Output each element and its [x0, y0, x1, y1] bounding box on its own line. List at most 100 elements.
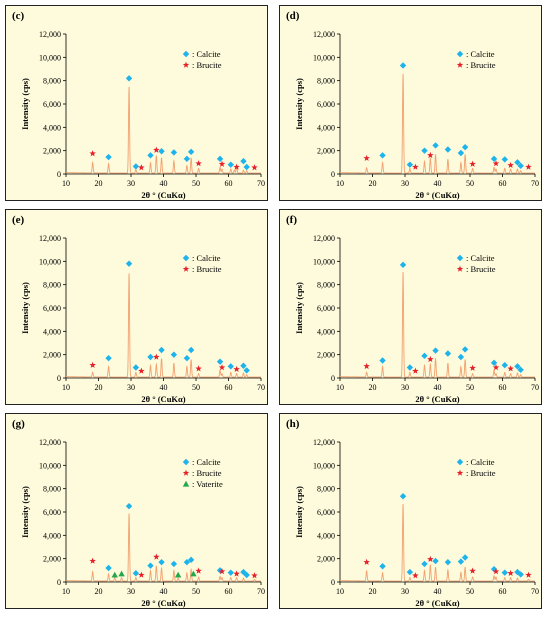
- x-tick-label: 60: [225, 383, 233, 392]
- calcite-marker: [216, 358, 224, 365]
- calcite-marker: [243, 571, 250, 579]
- calcite-marker: [406, 161, 414, 168]
- calcite-marker: [147, 562, 154, 569]
- y-tick-label: 4,000: [317, 327, 335, 336]
- calcite-marker: [187, 346, 195, 354]
- x-tick-label: 50: [466, 587, 474, 596]
- calcite-marker: [183, 155, 191, 163]
- brucite-marker: [89, 361, 96, 368]
- y-axis-title: Intensity (cps): [294, 486, 304, 538]
- x-tick-label: 20: [95, 383, 103, 392]
- y-tick-label: 4,000: [43, 531, 61, 540]
- calcite-marker: [399, 493, 407, 500]
- brucite-marker: [525, 571, 532, 578]
- brucite-marker: [218, 160, 226, 167]
- xrd-trace: [66, 86, 261, 174]
- brucite-marker: [233, 570, 240, 577]
- calcite-marker: [457, 149, 465, 157]
- calcite-marker: [216, 155, 224, 163]
- calcite-marker: [227, 569, 234, 576]
- x-tick-label: 40: [434, 179, 442, 188]
- brucite-marker: [153, 553, 160, 560]
- y-tick-label: 0: [57, 578, 61, 587]
- brucite-marker: [218, 568, 226, 575]
- legend-label-calcite: : Calcite: [192, 253, 221, 263]
- y-tick-label: 2,000: [317, 555, 335, 564]
- y-tick-label: 10,000: [313, 53, 335, 62]
- x-tick-label: 40: [434, 587, 442, 596]
- brucite-marker: [427, 355, 434, 363]
- brucite-marker: [427, 151, 434, 159]
- y-axis-title: Intensity (cps): [20, 486, 30, 538]
- brucite-marker: [89, 150, 96, 157]
- vaterite-marker: [174, 571, 182, 578]
- y-tick-label: 10,000: [39, 257, 61, 266]
- calcite-marker: [147, 353, 154, 361]
- calcite-marker: [406, 364, 414, 371]
- y-tick-label: 12,000: [313, 234, 335, 243]
- calcite-marker: [399, 62, 407, 69]
- panel-label: (d): [286, 10, 300, 22]
- brucite-marker: [507, 365, 514, 372]
- calcite-marker: [187, 148, 195, 156]
- calcite-marker: [421, 147, 428, 154]
- y-tick-label: 6,000: [317, 508, 335, 517]
- y-tick-label: 4,000: [43, 327, 61, 336]
- y-tick-label: 12,000: [313, 438, 335, 447]
- xrd-trace: [340, 272, 535, 378]
- xrd-chart-e: 0 2,000 4,000 6,000 8,000 10,000 12,000 10 20 30 4…: [20, 234, 265, 404]
- calcite-marker: [183, 354, 191, 362]
- x-tick-label: 40: [160, 383, 168, 392]
- calcite-marker: [501, 156, 508, 163]
- calcite-marker: [158, 558, 165, 566]
- x-axis-title: 2θ ° (CuKα): [141, 190, 185, 200]
- y-tick-label: 8,000: [43, 485, 61, 494]
- x-tick-label: 70: [531, 179, 539, 188]
- brucite-marker: [233, 365, 240, 372]
- y-tick-label: 6,000: [317, 100, 335, 109]
- calcite-marker: [461, 346, 469, 353]
- calcite-marker: [125, 502, 133, 510]
- vaterite-marker: [118, 570, 125, 577]
- xrd-trace: [340, 73, 535, 174]
- x-tick-label: 20: [95, 179, 103, 188]
- brucite-marker: [195, 160, 202, 167]
- x-tick-label: 20: [95, 587, 103, 596]
- calcite-marker: [243, 163, 250, 171]
- x-tick-label: 40: [434, 383, 442, 392]
- calcite-marker: [240, 157, 247, 165]
- brucite-marker: [195, 365, 202, 372]
- legend-label-brucite: : Brucite: [192, 468, 222, 478]
- calcite-marker: [170, 560, 178, 568]
- legend-calcite-marker: [182, 458, 190, 466]
- legend-label-calcite: : Calcite: [466, 457, 495, 467]
- x-tick-label: 10: [336, 383, 344, 392]
- x-axis-title: 2θ ° (CuKα): [415, 190, 459, 200]
- y-tick-label: 8,000: [317, 281, 335, 290]
- calcite-marker: [379, 563, 386, 570]
- y-tick-label: 8,000: [43, 281, 61, 290]
- y-tick-label: 10,000: [313, 257, 335, 266]
- x-tick-label: 60: [225, 587, 233, 596]
- brucite-marker: [492, 568, 500, 575]
- panel-label: (f): [286, 214, 297, 226]
- calcite-marker: [501, 569, 508, 576]
- x-tick-label: 60: [499, 179, 507, 188]
- x-tick-label: 20: [369, 383, 377, 392]
- brucite-marker: [89, 557, 96, 564]
- y-tick-label: 8,000: [317, 485, 335, 494]
- x-tick-label: 60: [499, 383, 507, 392]
- brucite-marker: [412, 367, 419, 374]
- y-tick-label: 0: [57, 374, 61, 383]
- calcite-marker: [461, 143, 469, 151]
- y-axis-title: Intensity (cps): [294, 282, 304, 334]
- calcite-marker: [379, 152, 386, 159]
- calcite-marker: [501, 361, 508, 369]
- x-tick-label: 30: [401, 383, 409, 392]
- x-axis-title: 2θ ° (CuKα): [141, 394, 185, 404]
- brucite-marker: [195, 567, 202, 574]
- x-tick-label: 70: [531, 587, 539, 596]
- brucite-marker: [363, 558, 370, 565]
- brucite-marker: [138, 164, 145, 171]
